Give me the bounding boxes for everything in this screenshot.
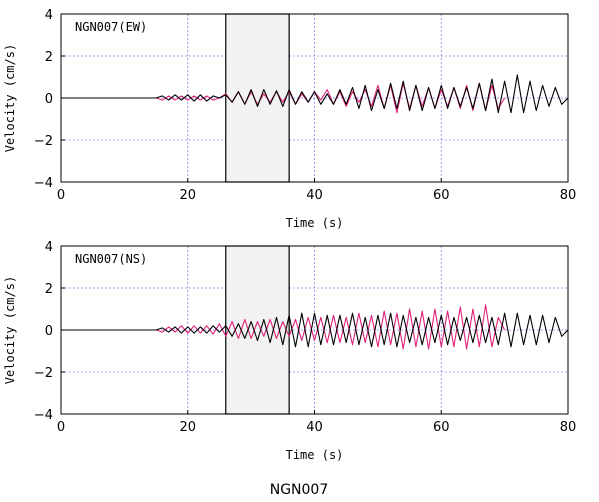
x-tick-label: 40	[306, 420, 323, 435]
y-tick-label: 0	[45, 324, 53, 339]
x-tick-label: 0	[57, 188, 65, 203]
series-line-1	[61, 312, 569, 348]
panel-label: NGN007(EW)	[75, 20, 147, 34]
series-line-2	[61, 304, 506, 350]
figure-title: NGN007	[270, 482, 329, 498]
y-tick-label: 4	[45, 240, 53, 255]
y-tick-label: −2	[34, 134, 53, 149]
y-tick-label: 2	[45, 282, 53, 297]
y-axis-label: Velocity (cm/s)	[3, 44, 17, 152]
analysis-window	[225, 245, 290, 415]
chart-panel-1: 0 20 40 60 80 −4 −2 0 2 4 Time (s) Velocity (cm/s) N…	[3, 8, 576, 230]
y-axis-label: Velocity (cm/s)	[3, 276, 17, 384]
x-tick-label: 20	[179, 188, 196, 203]
series-line-1	[61, 74, 569, 114]
y-tick-label: −4	[34, 176, 53, 191]
x-tick-label: 40	[306, 188, 323, 203]
chart-panel-2: 0 20 40 60 80 −4 −2 0 2 4 Time (s) Velocity (cm/s) N…	[3, 240, 576, 462]
x-tick-label: 60	[433, 188, 450, 203]
x-axis-label: Time (s)	[286, 216, 344, 230]
analysis-window	[225, 13, 290, 183]
x-tick-label: 20	[179, 420, 196, 435]
panel-label: NGN007(NS)	[75, 252, 147, 266]
y-tick-label: 0	[45, 92, 53, 107]
x-tick-label: 0	[57, 420, 65, 435]
y-tick-label: −4	[34, 408, 53, 423]
x-tick-label: 80	[560, 420, 577, 435]
y-tick-label: 4	[45, 8, 53, 23]
y-tick-label: 2	[45, 50, 53, 65]
x-axis-label: Time (s)	[286, 448, 344, 462]
x-tick-label: 60	[433, 420, 450, 435]
x-tick-label: 80	[560, 188, 577, 203]
y-tick-label: −2	[34, 366, 53, 381]
